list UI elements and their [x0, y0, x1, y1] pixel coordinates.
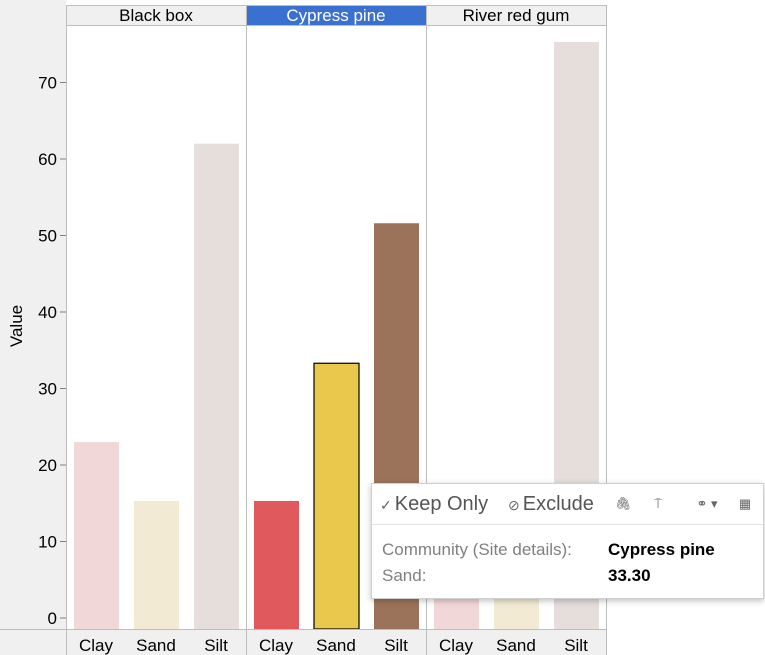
x-tick-label: Clay [79, 636, 114, 655]
panel-header-0 [67, 5, 246, 25]
tooltip-value: 33.30 [608, 566, 651, 585]
tooltip-label: Sand: [382, 566, 427, 585]
view-data-icon[interactable]: ▦ [738, 496, 752, 511]
bar [254, 500, 299, 629]
y-tick-label: 70 [38, 74, 57, 93]
group-members-icon[interactable]: ⚭ ▾ [696, 496, 718, 511]
tooltip-value: Cypress pine [608, 540, 715, 559]
tooltip: ✓ Keep Only ⊘ Exclude 🖇 ⍑ ⚭ ▾ ▦ Community … [371, 483, 764, 599]
x-tick-label: Silt [564, 636, 588, 655]
tooltip-label: Community (Site details): [382, 540, 572, 559]
y-tick-label: 30 [38, 380, 57, 399]
panel-header-label: River red gum [463, 6, 570, 25]
paperclip-icon[interactable]: 🖇 [614, 496, 632, 511]
y-tick-label: 20 [38, 456, 57, 475]
keep-only-button[interactable]: ✓ Keep Only [380, 492, 488, 516]
bar [74, 442, 119, 629]
x-tick-label: Silt [384, 636, 408, 655]
tooltip-row-community: Community (Site details): Cypress pine [382, 539, 715, 561]
exclude-icon: ⊘ [508, 497, 520, 513]
exclude-button[interactable]: ⊘ Exclude [508, 492, 594, 516]
y-axis-title: Value [7, 305, 26, 347]
x-tick-label: Sand [136, 636, 176, 655]
y-tick-label: 60 [38, 150, 57, 169]
bar [434, 595, 479, 629]
format-brush-icon[interactable]: ⍑ [654, 496, 662, 511]
x-axis-band [66, 629, 607, 655]
bar [134, 500, 179, 629]
y-tick-label: 40 [38, 303, 57, 322]
panel-header-label: Cypress pine [286, 6, 385, 25]
bar [194, 143, 239, 629]
y-tick-label: 50 [38, 227, 57, 246]
x-tick-label: Clay [439, 636, 474, 655]
panel-header-2 [427, 5, 606, 25]
bar [313, 362, 360, 630]
tooltip-toolbar: ✓ Keep Only ⊘ Exclude 🖇 ⍑ ⚭ ▾ ▦ [372, 484, 763, 525]
y-tick-label: 0 [48, 609, 57, 628]
y-axis-background [0, 0, 66, 655]
tooltip-row-sand: Sand: 33.30 [382, 565, 651, 587]
x-tick-label: Silt [204, 636, 228, 655]
exclude-label: Exclude [522, 493, 594, 515]
keep-only-label: Keep Only [394, 493, 489, 515]
x-tick-label: Sand [316, 636, 356, 655]
check-icon: ✓ [380, 497, 392, 513]
panel-header-label: Black box [119, 6, 193, 25]
x-tick-label: Clay [259, 636, 294, 655]
panel-header-1 [247, 5, 426, 25]
y-tick-label: 10 [38, 533, 57, 552]
x-tick-label: Sand [496, 636, 536, 655]
